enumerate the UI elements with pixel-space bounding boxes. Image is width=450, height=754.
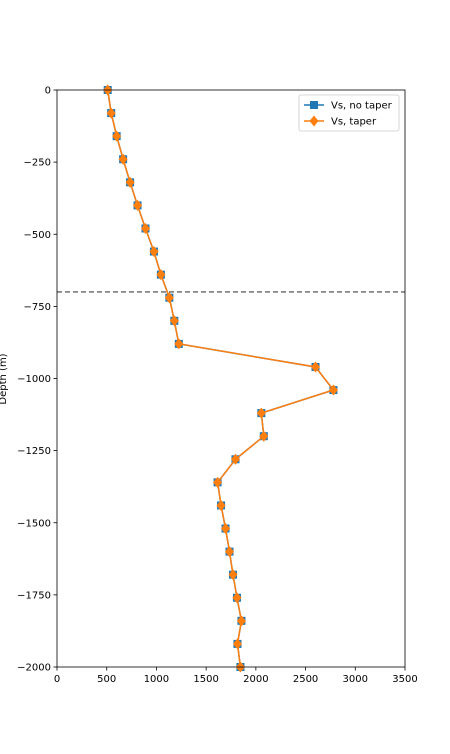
- x-tick-label: 0: [54, 674, 60, 685]
- series-2-marker: [156, 269, 166, 281]
- x-tick-label: 3500: [392, 674, 417, 685]
- series-2-marker: [112, 130, 122, 142]
- series-2-marker: [125, 176, 135, 188]
- y-tick-label: −500: [24, 230, 51, 241]
- series-2-marker: [164, 292, 174, 304]
- y-tick-label: −250: [24, 158, 51, 169]
- series-2-marker: [328, 384, 338, 396]
- series-2-marker: [133, 199, 143, 211]
- series-2-marker: [213, 476, 223, 488]
- series-2-marker: [228, 569, 238, 581]
- series-2-marker: [174, 338, 184, 350]
- plot-layer: [57, 84, 405, 673]
- legend: Vs, no taper Vs, taper: [298, 94, 400, 132]
- series-2-marker: [225, 546, 235, 558]
- series-line-1: [106, 89, 335, 668]
- series-2-marker: [259, 430, 269, 442]
- series-2-marker: [169, 315, 179, 327]
- series-2-marker: [221, 523, 231, 535]
- series-2-marker: [140, 222, 150, 234]
- y-tick-label: −2000: [17, 663, 51, 674]
- series-2-marker: [236, 615, 246, 627]
- axes-layer: 0 500 1000 1500 2000 2500 3000 3500 0 −250 −500 −75…: [17, 86, 418, 686]
- series-2-marker: [149, 246, 159, 258]
- y-tick-label: −1750: [17, 590, 51, 601]
- plot-frame: [56, 89, 406, 668]
- y-tick-label: −750: [24, 302, 51, 313]
- legend-marker-1: [310, 101, 318, 109]
- x-tick-label: 1000: [144, 674, 169, 685]
- y-tick-label: −1000: [17, 374, 51, 385]
- y-tick-label: 0: [45, 86, 51, 97]
- series-2-marker: [216, 499, 226, 511]
- x-tick-label: 2000: [243, 674, 268, 685]
- series-2-marker: [232, 638, 242, 650]
- y-axis-label: Depth (m): [0, 353, 9, 404]
- legend-box: [298, 94, 400, 132]
- x-tick-label: 2500: [293, 674, 318, 685]
- series-2-marker: [232, 592, 242, 604]
- x-tick-label: 3000: [343, 674, 368, 685]
- y-tick-label: −1250: [17, 446, 51, 457]
- series-2-marker: [311, 361, 321, 373]
- legend-label-1: Vs, no taper: [331, 101, 393, 112]
- legend-label-2: Vs, taper: [331, 117, 377, 128]
- series-2-marker: [106, 107, 116, 119]
- x-tick-label: 500: [97, 674, 116, 685]
- x-tick-label: 1500: [193, 674, 218, 685]
- series-2-marker: [230, 453, 240, 465]
- series-2-marker: [118, 153, 128, 165]
- y-tick-label: −1500: [17, 518, 51, 529]
- series-2-marker: [256, 407, 266, 419]
- legend-marker-2: [309, 115, 319, 127]
- series-line-2: [106, 89, 335, 668]
